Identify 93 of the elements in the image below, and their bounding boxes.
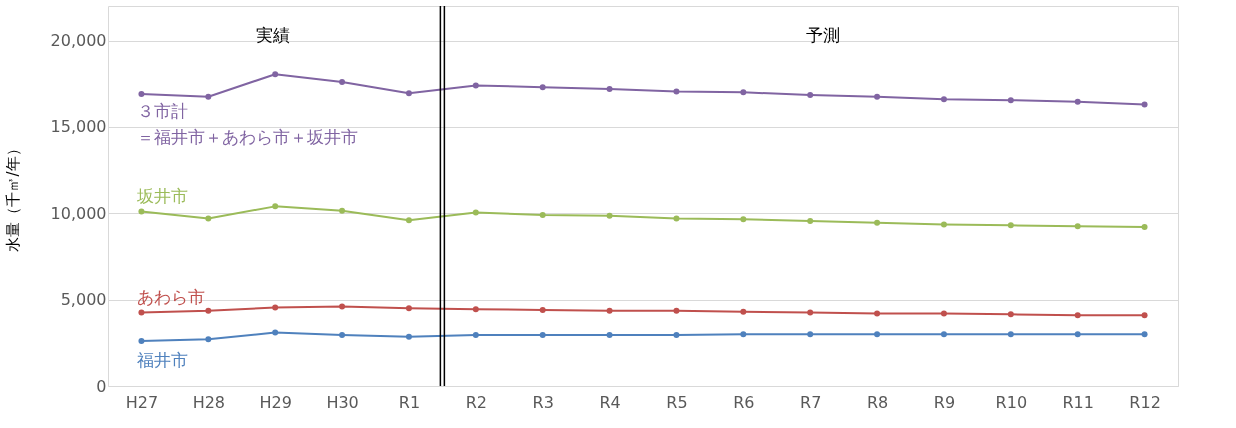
annotation: 実績 — [256, 25, 290, 45]
point — [740, 308, 747, 315]
point — [272, 304, 279, 311]
point — [940, 96, 947, 103]
point — [405, 217, 412, 224]
point — [272, 71, 279, 78]
point — [205, 336, 212, 343]
annotation: 予測 — [806, 25, 840, 45]
point — [539, 212, 546, 218]
x-tick-label: H30 — [326, 392, 359, 412]
point — [1141, 331, 1148, 338]
point — [1074, 331, 1081, 338]
point — [539, 307, 546, 313]
point — [673, 88, 680, 95]
x-tick-label: R8 — [866, 392, 889, 412]
point — [138, 91, 145, 98]
point — [940, 310, 947, 317]
point — [1007, 311, 1014, 318]
y-tick-label: 10,000 — [50, 203, 107, 223]
point — [740, 216, 747, 223]
point — [940, 331, 947, 338]
point — [272, 203, 279, 210]
point — [1007, 222, 1014, 229]
x-tick-label: R10 — [995, 392, 1028, 412]
point — [339, 79, 346, 85]
point — [673, 215, 680, 222]
x-tick-label: R1 — [398, 392, 421, 412]
point — [205, 93, 212, 100]
point — [807, 309, 814, 316]
x-tick-label: H27 — [125, 392, 159, 412]
point — [1074, 312, 1081, 319]
point — [405, 90, 412, 97]
annotation: ＝福井市＋あわら市＋坂井市 — [137, 127, 359, 148]
x-tick-label: H28 — [192, 392, 226, 412]
point — [1141, 101, 1148, 108]
x-tick-label: R11 — [1062, 392, 1094, 412]
point — [740, 331, 747, 338]
point — [472, 332, 479, 339]
point — [472, 306, 479, 313]
point — [940, 221, 947, 228]
point — [405, 305, 412, 312]
point — [807, 91, 814, 98]
point — [606, 85, 613, 92]
x-tick-label: R5 — [666, 392, 688, 412]
point — [606, 307, 613, 314]
point — [539, 332, 546, 339]
point — [807, 331, 814, 338]
point — [1007, 97, 1014, 104]
point — [874, 93, 881, 100]
point — [405, 333, 412, 340]
point — [138, 309, 145, 316]
point — [1074, 98, 1081, 105]
y-tick-label: 15,000 — [50, 117, 107, 137]
point — [606, 212, 613, 219]
series-label: 坂井市 — [136, 185, 189, 206]
point — [339, 207, 346, 214]
x-tick-label: R7 — [800, 392, 822, 412]
point — [673, 332, 680, 339]
series-label: あわら市 — [137, 286, 206, 307]
point — [339, 303, 346, 310]
point — [874, 310, 881, 317]
series-label: 福井市 — [137, 350, 189, 371]
point — [606, 332, 613, 339]
y-tick-label: 5,000 — [60, 290, 107, 310]
x-tick-label: R2 — [465, 392, 487, 412]
point — [472, 209, 479, 216]
x-tick-label: R9 — [933, 392, 956, 412]
y-tick-label: 0 — [96, 376, 107, 396]
series-label: ３市計 — [137, 101, 189, 122]
x-tick-label: R4 — [599, 392, 621, 412]
point — [272, 329, 279, 336]
x-tick-label: H29 — [259, 392, 292, 412]
point — [472, 82, 479, 89]
point — [205, 215, 212, 222]
point — [1007, 331, 1014, 338]
point — [740, 89, 747, 96]
y-tick-label: 20,000 — [50, 31, 107, 51]
point — [874, 331, 881, 338]
point — [1074, 223, 1081, 230]
point — [138, 338, 145, 345]
x-tick-label: R6 — [733, 392, 755, 412]
point — [205, 307, 212, 314]
point — [874, 219, 881, 226]
point — [1141, 224, 1148, 231]
point — [673, 307, 680, 314]
point — [1141, 312, 1148, 319]
point — [539, 84, 546, 91]
x-tick-label: R3 — [532, 392, 554, 412]
x-tick-label: R12 — [1129, 392, 1161, 412]
point — [138, 208, 145, 215]
y-axis-title: 水量（千㎥/年） — [3, 141, 22, 252]
point — [339, 332, 346, 339]
point — [807, 218, 814, 225]
